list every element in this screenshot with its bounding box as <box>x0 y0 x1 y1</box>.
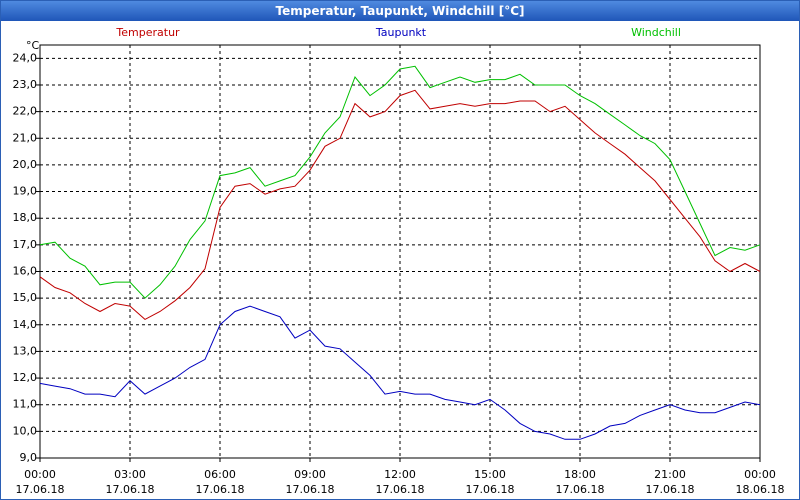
y-tick-label: 22,0 <box>13 105 38 118</box>
x-tick-label: 00:00 18.06.18 <box>735 468 785 496</box>
y-tick-label: 23,0 <box>13 78 38 91</box>
y-tick-label: 18,0 <box>13 211 38 224</box>
y-tick-label: 21,0 <box>13 131 38 144</box>
y-tick-label: 12,0 <box>13 371 38 384</box>
y-tick-label: 17,0 <box>13 238 38 251</box>
legend-label: Windchill <box>631 26 681 39</box>
y-tick-label: 19,0 <box>13 185 38 198</box>
y-tick-label: 14,0 <box>13 318 38 331</box>
x-tick-label: 03:00 17.06.18 <box>105 468 155 496</box>
y-tick-label: 13,0 <box>13 344 38 357</box>
series-line <box>39 305 761 440</box>
x-tick-label: 15:00 17.06.18 <box>465 468 515 496</box>
x-tick-label: 21:00 17.06.18 <box>645 468 695 496</box>
y-tick-label: 20,0 <box>13 158 38 171</box>
series-line <box>39 89 761 321</box>
y-tick-label: 16,0 <box>13 264 38 277</box>
x-tick-label: 00:00 17.06.18 <box>15 468 65 496</box>
series-line <box>39 65 761 299</box>
y-tick-label: 9,0 <box>20 451 38 464</box>
x-tick-label: 12:00 17.06.18 <box>375 468 425 496</box>
y-tick-label: 15,0 <box>13 291 38 304</box>
y-tick-label: 10,0 <box>13 424 38 437</box>
legend-label: Temperatur <box>115 26 180 39</box>
y-tick-label: 11,0 <box>13 398 38 411</box>
x-tick-label: 18:00 17.06.18 <box>555 468 605 496</box>
legend-label: Taupunkt <box>375 26 427 39</box>
y-unit: °C <box>26 39 40 52</box>
x-tick-label: 09:00 17.06.18 <box>285 468 335 496</box>
x-tick-label: 06:00 17.06.18 <box>195 468 245 496</box>
title-bar: Temperatur, Taupunkt, Windchill [°C] <box>1 1 799 21</box>
y-tick-label: 24,0 <box>13 51 38 64</box>
